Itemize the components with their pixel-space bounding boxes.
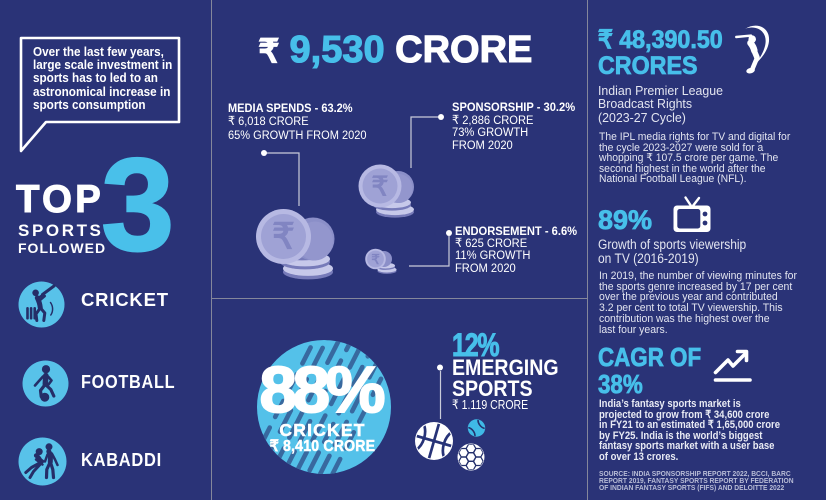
svg-text:₹: ₹ (272, 216, 295, 257)
svg-text:₹: ₹ (371, 172, 388, 202)
svg-text:₹: ₹ (371, 252, 380, 267)
